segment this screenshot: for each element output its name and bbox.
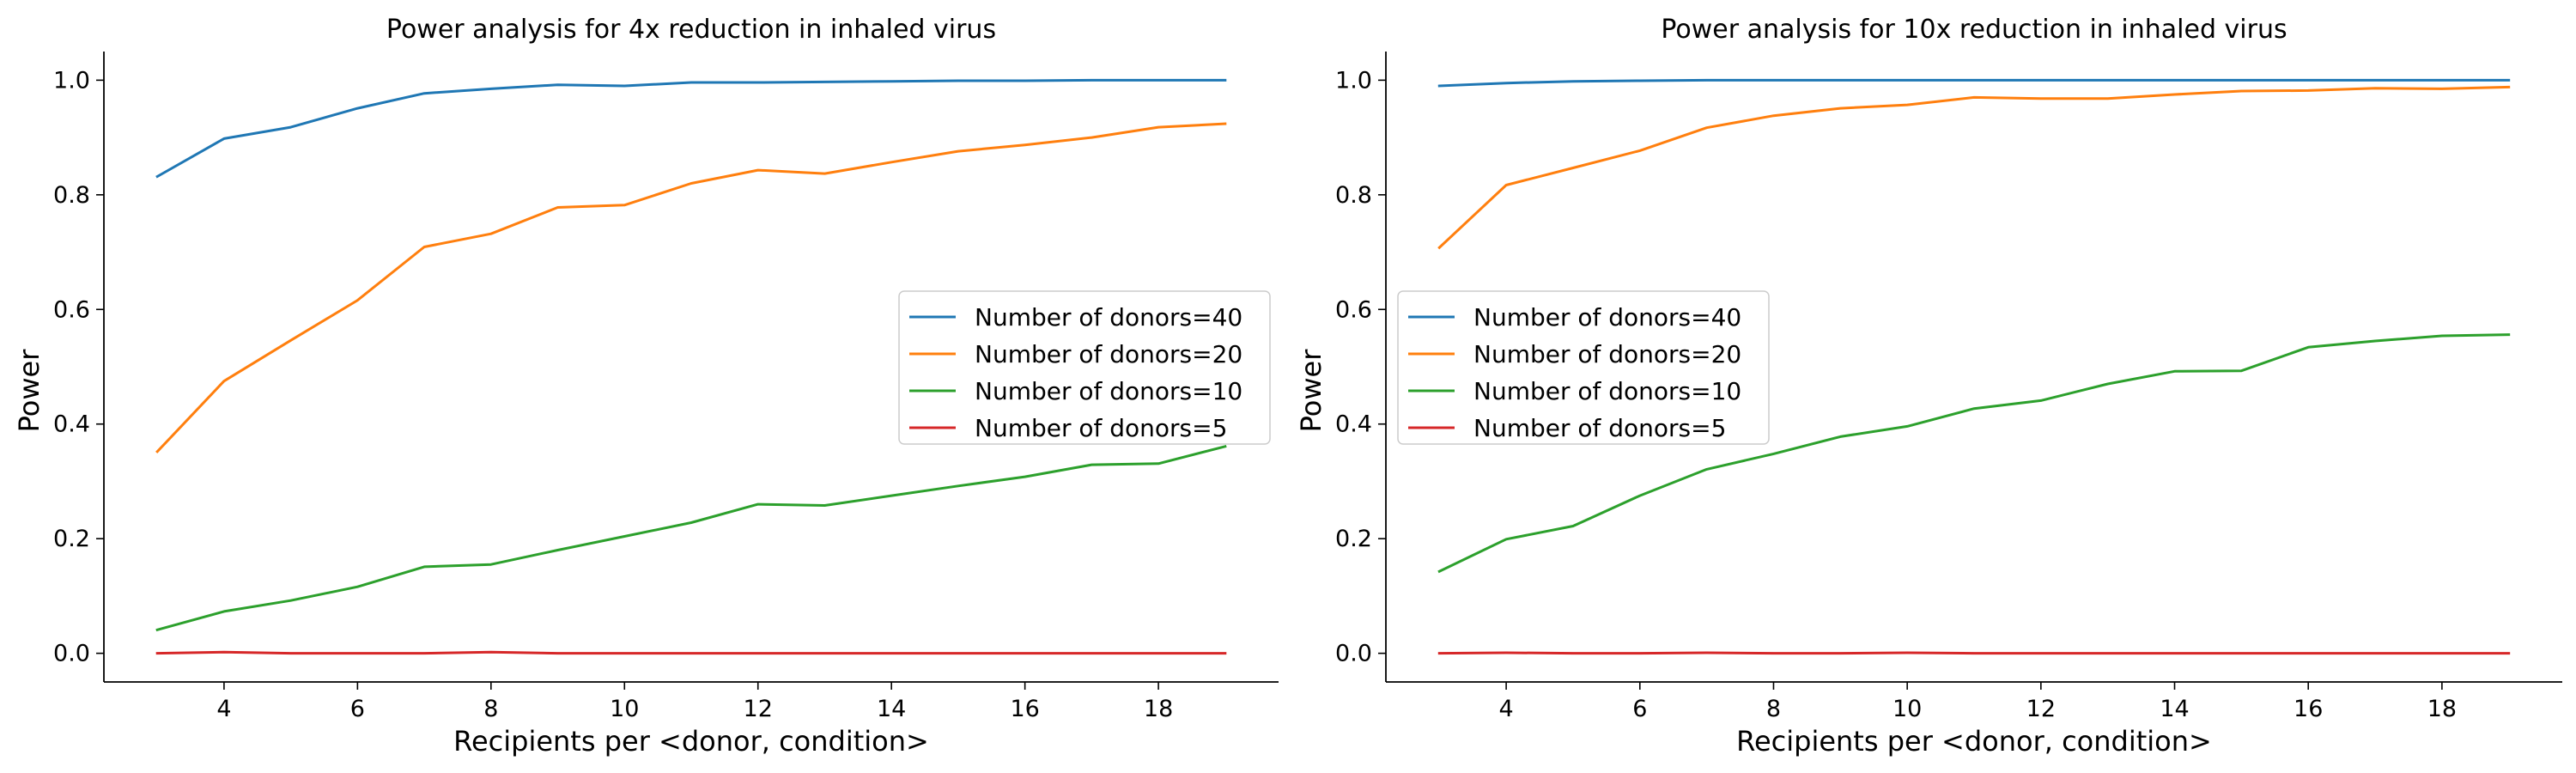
x-tick-label: 8 [483,696,498,722]
legend-label: Number of donors=40 [1473,303,1741,332]
y-tick-label: 0.0 [53,641,90,667]
y-tick-label: 0.6 [1335,296,1372,323]
series-line-3 [155,650,1227,655]
series-line-1 [155,122,1227,453]
x-tick-label: 6 [1632,696,1647,722]
y-tick-label: 1.0 [53,67,90,94]
x-tick-label: 10 [1893,696,1922,722]
legend-label: Number of donors=40 [975,303,1242,332]
ticks-layer: 4 6 8 10 12 14 16 18 0.0 0.2 0.4 0.6 0.8 1.0 [1335,67,2457,722]
x-tick-label: 8 [1766,696,1781,722]
x-tick-label: 12 [744,696,773,722]
legend: Number of donors=40 Number of donors=20 Nu… [1397,290,1770,445]
chart-title: Power analysis for 10x reduction in inha… [1661,15,2287,45]
series-line-0 [155,78,1227,179]
chart-10x-reduction: Power analysis for 10x reduction in inha… [1295,15,2562,758]
y-tick-label: 1.0 [1335,67,1372,94]
x-tick-label: 12 [2026,696,2056,722]
legend-label: Number of donors=20 [1473,340,1741,368]
legend-label: Number of donors=5 [1473,414,1726,442]
y-tick-label: 0.8 [1335,182,1372,209]
y-axis-label: Power [1295,349,1327,433]
y-tick-label: 0.2 [1335,526,1372,552]
x-tick-label: 16 [1010,696,1039,722]
chart-4x-reduction: Power analysis for 4x reduction in inhal… [13,15,1279,758]
y-axis-label: Power [13,349,46,433]
x-tick-label: 16 [2293,696,2323,722]
legend: Number of donors=40 Number of donors=20 Nu… [898,290,1271,445]
legend-label: Number of donors=10 [975,377,1242,405]
legend-label: Number of donors=20 [975,340,1242,368]
x-axis-label: Recipients per <donor, condition> [453,725,929,758]
y-tick-label: 0.2 [53,526,90,552]
x-tick-label: 14 [877,696,906,722]
series-line-1 [1437,85,2511,250]
series-line-0 [1437,78,2511,88]
x-tick-label: 18 [2427,696,2457,722]
x-tick-label: 4 [216,696,231,722]
x-tick-label: 18 [1144,696,1173,722]
axes-layer [1385,52,2562,683]
chart-title: Power analysis for 4x reduction in inhal… [386,15,996,45]
y-tick-label: 0.6 [53,296,90,323]
x-tick-label: 6 [350,696,365,722]
y-tick-label: 0.8 [53,182,90,209]
legend-frame [1397,290,1770,445]
x-tick-label: 14 [2160,696,2189,722]
x-tick-label: 4 [1499,696,1514,722]
series-layer [1437,78,2511,655]
series-line-3 [1437,651,2511,655]
ticks-layer: 4 6 8 10 12 14 16 18 0.0 0.2 0.4 0.6 0.8 1.0 [53,67,1173,722]
x-tick-label: 10 [610,696,639,722]
series-line-2 [1437,333,2511,574]
y-tick-label: 0.4 [1335,411,1372,438]
series-layer [155,78,1227,655]
y-tick-label: 0.0 [1335,641,1372,667]
y-tick-label: 0.4 [53,411,90,438]
legend-label: Number of donors=10 [1473,377,1741,405]
legend-frame [898,290,1271,445]
axes-layer [103,52,1279,683]
series-line-2 [155,444,1227,632]
x-axis-label: Recipients per <donor, condition> [1736,725,2212,758]
legend-label: Number of donors=5 [975,414,1227,442]
